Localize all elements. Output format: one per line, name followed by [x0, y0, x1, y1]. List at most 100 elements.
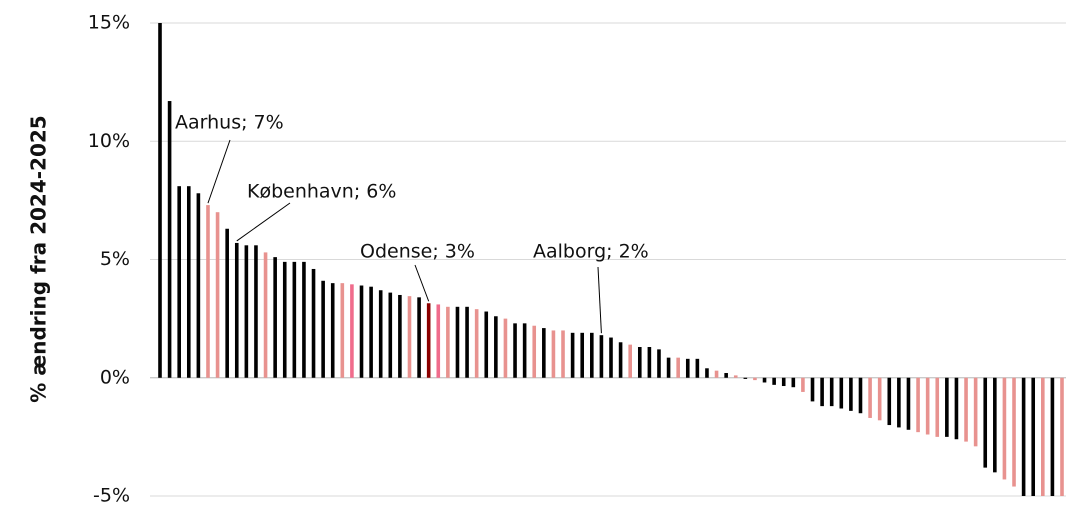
annotation-leader — [414, 264, 430, 302]
bar — [407, 296, 412, 378]
bar — [513, 323, 517, 378]
bar — [417, 297, 421, 378]
bar — [1050, 377, 1055, 496]
bar — [590, 332, 594, 378]
annotation: Odense; 3% — [360, 241, 475, 263]
annotation: Aarhus; 7% — [175, 112, 284, 134]
bar — [455, 306, 460, 378]
annotation-leader — [236, 202, 291, 242]
bar — [820, 377, 824, 407]
y-tick-label: 0% — [100, 366, 130, 388]
bar — [378, 290, 383, 378]
bar — [714, 370, 719, 378]
bar — [877, 377, 882, 421]
bar — [695, 358, 700, 378]
y-axis-label: % ændring fra 2024-2025 — [27, 115, 51, 402]
bar — [158, 23, 162, 378]
annotation: Aalborg; 2% — [533, 241, 649, 263]
bar — [887, 377, 892, 426]
bar — [954, 377, 959, 440]
bar — [753, 377, 757, 381]
bar — [1031, 377, 1036, 496]
bar — [925, 377, 930, 435]
bar — [993, 377, 997, 473]
bar — [551, 330, 556, 378]
bar — [609, 337, 613, 378]
bar — [302, 261, 306, 378]
bar — [1060, 377, 1064, 496]
bar — [570, 332, 575, 378]
bar — [618, 342, 623, 378]
bar — [254, 245, 258, 378]
bar — [359, 285, 364, 378]
y-tick-label: -5% — [93, 485, 130, 503]
bar — [206, 205, 210, 378]
bar — [1021, 377, 1026, 496]
annotation-leader — [207, 139, 231, 204]
bar — [282, 261, 287, 378]
bar — [532, 325, 537, 378]
bar — [340, 283, 345, 378]
bar — [733, 375, 738, 378]
bar — [446, 306, 450, 378]
bar — [580, 332, 585, 378]
bar — [311, 268, 316, 378]
bar — [426, 303, 431, 378]
bar — [167, 101, 172, 378]
bar — [1041, 377, 1045, 496]
bar — [225, 228, 229, 378]
bar — [743, 377, 748, 379]
annotation-leader — [597, 266, 602, 334]
bar — [676, 357, 680, 378]
bar — [542, 328, 546, 378]
y-tick-label: 5% — [100, 248, 130, 270]
bar — [244, 245, 249, 378]
annotation: København; 6% — [247, 181, 396, 203]
bar — [398, 294, 402, 378]
bar — [897, 377, 901, 428]
bar — [829, 377, 834, 407]
bar — [791, 377, 796, 388]
bar — [945, 377, 949, 437]
bar — [647, 347, 652, 378]
bar — [1012, 377, 1016, 487]
bar — [724, 373, 728, 378]
bar — [561, 330, 565, 378]
bar — [350, 284, 354, 378]
bar — [801, 377, 805, 392]
bar — [685, 358, 690, 378]
bar — [657, 349, 661, 378]
bar — [503, 318, 508, 378]
bar — [705, 368, 709, 378]
y-tick-label: 15% — [88, 12, 130, 34]
bar — [196, 193, 201, 378]
bar — [637, 347, 642, 378]
bar — [292, 261, 297, 378]
bar — [666, 357, 671, 378]
bar — [906, 377, 911, 430]
bar — [330, 283, 335, 378]
bar — [494, 316, 498, 378]
bar — [983, 377, 988, 468]
bar — [916, 377, 920, 433]
bar — [321, 280, 325, 378]
bar — [234, 242, 239, 378]
bar — [762, 377, 767, 383]
bar — [484, 311, 489, 378]
bar — [186, 186, 191, 378]
bar — [474, 309, 479, 378]
bar — [177, 186, 181, 378]
bar — [436, 304, 441, 378]
bar — [369, 286, 373, 378]
bar — [263, 252, 268, 378]
bar — [964, 377, 968, 442]
bar — [868, 377, 872, 418]
bar — [849, 377, 853, 411]
bar — [781, 377, 786, 387]
bar — [215, 212, 220, 378]
bar — [388, 292, 393, 378]
bar — [273, 257, 277, 378]
bar — [810, 377, 815, 402]
bar — [599, 335, 604, 378]
